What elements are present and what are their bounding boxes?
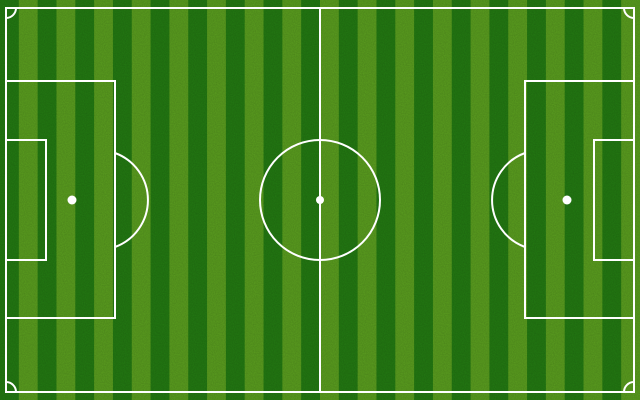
corner-arc-bottom-right	[623, 381, 635, 393]
corner-arc-top-left	[5, 7, 17, 19]
right-penalty-arc	[491, 152, 526, 248]
center-spot-icon	[316, 196, 324, 204]
pitch-markings	[5, 7, 635, 393]
corner-arc-top-right	[623, 7, 635, 19]
left-penalty-arc	[114, 152, 149, 248]
corner-arc-bottom-left	[5, 381, 17, 393]
left-goal-area	[5, 139, 47, 261]
center-circle	[259, 139, 381, 261]
right-penalty-spot-icon	[562, 195, 572, 205]
left-penalty-spot-icon	[67, 195, 77, 205]
right-goal-area	[593, 139, 635, 261]
